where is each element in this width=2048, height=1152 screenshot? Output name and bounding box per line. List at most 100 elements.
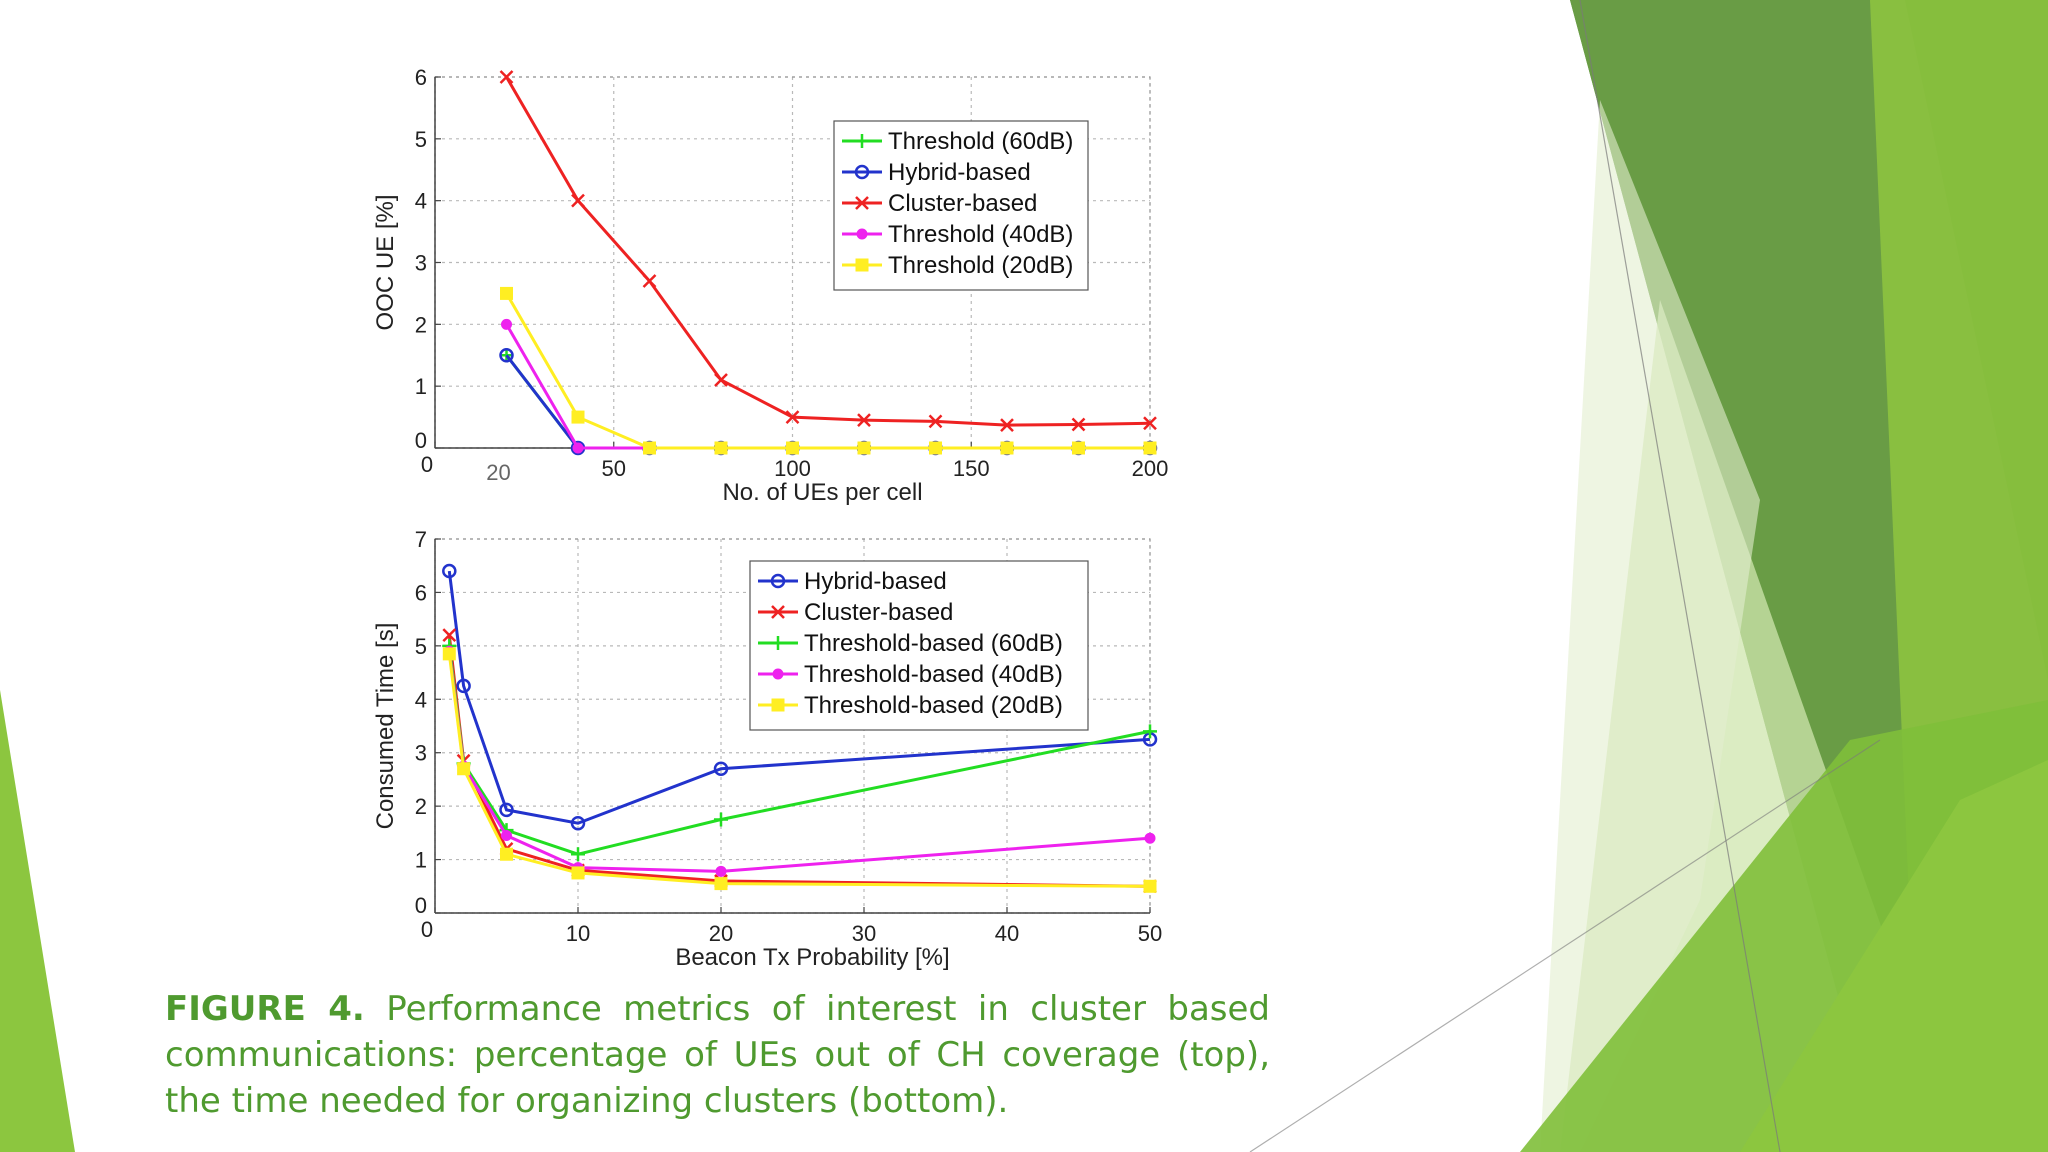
data-point xyxy=(442,647,456,661)
legend-item: Cluster-based xyxy=(842,190,1037,217)
y-tick-label: 6 xyxy=(415,65,427,90)
chart-consumed-time: 0 10 20 30 40 50 0 1 2 3 4 5 6 7 Beacon Tx Probability… xyxy=(372,527,1162,971)
legend-label: Threshold-based (60dB) xyxy=(804,630,1063,657)
data-point xyxy=(714,373,728,387)
y-tick-label: 4 xyxy=(415,189,427,214)
y-tick-label: 3 xyxy=(415,251,427,276)
legend-marker xyxy=(771,698,785,712)
y-tick-label: 6 xyxy=(415,580,427,605)
data-point xyxy=(571,847,585,862)
legend-item: Threshold (60dB) xyxy=(842,128,1073,155)
data-point xyxy=(643,441,656,455)
legend-label: Threshold (40dB) xyxy=(888,221,1073,248)
data-point xyxy=(571,410,585,424)
y-tick-label: 1 xyxy=(415,848,427,873)
x-axis-label: No. of UEs per cell xyxy=(722,479,922,506)
series-line xyxy=(505,76,1151,427)
y-axis-label: OOC UE [%] xyxy=(372,194,399,330)
legend-box xyxy=(833,120,1089,291)
legend-marker xyxy=(771,636,785,650)
series-threshold-20db xyxy=(500,286,1157,455)
data-point xyxy=(571,866,585,880)
data-point xyxy=(1143,724,1157,739)
legend-marker xyxy=(856,228,868,240)
data-point xyxy=(501,830,512,842)
thin-line-1 xyxy=(1579,0,1781,1152)
data-point xyxy=(715,865,727,877)
data-point xyxy=(857,441,871,455)
figure-caption-text: Performance metrics of interest in clust… xyxy=(165,989,1270,1121)
data-point xyxy=(572,442,584,454)
data-point xyxy=(857,413,871,428)
data-point xyxy=(929,441,942,455)
legend-marker xyxy=(855,134,869,148)
data-point xyxy=(499,70,514,84)
figure-caption-label: FIGURE 4. xyxy=(165,989,365,1029)
legend-marker xyxy=(771,605,785,619)
figure-caption: FIGURE 4. Performance metrics of interes… xyxy=(165,986,1270,1124)
data-point xyxy=(1143,879,1157,893)
thin-line-2 xyxy=(1249,739,1881,1152)
y-axis-label: Consumed Time [s] xyxy=(372,623,399,830)
legend-item: Cluster-based xyxy=(758,599,953,626)
data-point xyxy=(442,628,457,643)
data-point xyxy=(501,318,512,330)
legend-label: Hybrid-based xyxy=(888,159,1031,186)
data-point xyxy=(571,193,585,208)
x-axis-label: Beacon Tx Probability [%] xyxy=(675,944,949,971)
series-cluster-based xyxy=(499,70,1157,433)
data-point xyxy=(570,815,586,831)
legend-item: Threshold-based (60dB) xyxy=(758,630,1063,657)
legend-item: Threshold-based (40dB) xyxy=(758,661,1063,688)
legend-item: Threshold-based (20dB) xyxy=(758,692,1063,719)
y-tick-label: 2 xyxy=(415,794,427,819)
x-tick-label: 0 xyxy=(421,452,433,477)
x-tick-label: 30 xyxy=(852,921,876,946)
data-point xyxy=(786,441,799,455)
y-tick-label: 5 xyxy=(415,634,427,659)
data-point xyxy=(714,441,728,455)
x-tick-label: 0 xyxy=(421,917,433,942)
series-line xyxy=(447,570,1151,825)
legend-item: Hybrid-based xyxy=(758,568,947,595)
legend: Hybrid-based Cluster-based Threshold-based… xyxy=(749,560,1089,731)
x-tick-label: 100 xyxy=(774,456,811,481)
data-point xyxy=(928,414,943,429)
x-tick-label: 40 xyxy=(995,921,1019,946)
legend-label: Threshold-based (40dB) xyxy=(804,661,1063,688)
data-point xyxy=(714,812,728,827)
legend-marker xyxy=(855,258,869,272)
legend-item: Threshold (20dB) xyxy=(842,252,1073,279)
y-tick-label: 3 xyxy=(415,741,427,766)
y-tick-label: 1 xyxy=(415,374,427,399)
legend-item: Hybrid-based xyxy=(842,159,1031,186)
legend-label: Threshold (60dB) xyxy=(888,128,1073,155)
legend-marker xyxy=(770,573,786,589)
series-threshold-based-20db xyxy=(442,647,1157,893)
data-point xyxy=(456,678,471,694)
data-point xyxy=(1072,441,1085,455)
x-tick-label: 50 xyxy=(602,456,626,481)
legend-label: Hybrid-based xyxy=(804,568,947,595)
legend-marker xyxy=(854,164,870,180)
left-green-bar xyxy=(0,690,75,1152)
legend-label: Threshold (20dB) xyxy=(888,252,1073,279)
data-point xyxy=(714,877,728,891)
data-point xyxy=(500,847,513,861)
series-hybrid-based xyxy=(442,563,1158,831)
data-point xyxy=(1000,441,1014,455)
chart-ooc-ue: 0 50 100 150 200 0 1 2 3 4 5 6 20 No. of UEs per cell… xyxy=(372,65,1168,506)
legend-label: Cluster-based xyxy=(804,599,953,626)
x-tick-label: 200 xyxy=(1132,456,1169,481)
data-point xyxy=(499,802,514,818)
data-point xyxy=(713,761,729,776)
y-tick-label: 0 xyxy=(415,893,427,918)
legend: Threshold (60dB) Hybrid-based Cluster-base… xyxy=(833,120,1089,291)
data-point xyxy=(1071,417,1086,432)
x-tick-label: 10 xyxy=(566,921,590,946)
data-point xyxy=(642,274,657,288)
legend-marker xyxy=(772,668,784,680)
y-tick-label: 7 xyxy=(415,527,427,552)
